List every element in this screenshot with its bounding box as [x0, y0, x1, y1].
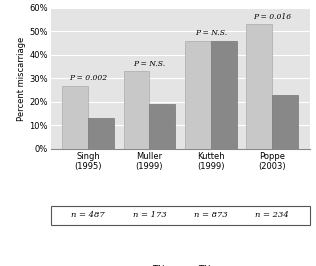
Text: n = 487: n = 487 — [71, 211, 105, 219]
Bar — [88, 118, 114, 149]
Text: P = 0.002: P = 0.002 — [69, 74, 107, 82]
Y-axis label: Percent miscarriage: Percent miscarriage — [17, 36, 26, 120]
Text: n = 234: n = 234 — [255, 211, 289, 219]
Bar — [185, 41, 211, 149]
Text: P = N.S.: P = N.S. — [133, 60, 166, 68]
Bar — [62, 86, 88, 149]
Text: P = N.S.: P = N.S. — [195, 29, 227, 37]
Bar — [149, 104, 175, 149]
Bar — [211, 41, 237, 149]
Legend: TAb +, TAb −: TAb +, TAb − — [137, 265, 223, 266]
Text: n = 873: n = 873 — [194, 211, 228, 219]
Text: n = 173: n = 173 — [133, 211, 166, 219]
Text: P = 0.016: P = 0.016 — [253, 13, 291, 21]
Bar — [272, 95, 298, 149]
Bar — [124, 72, 149, 149]
Bar — [246, 24, 272, 149]
